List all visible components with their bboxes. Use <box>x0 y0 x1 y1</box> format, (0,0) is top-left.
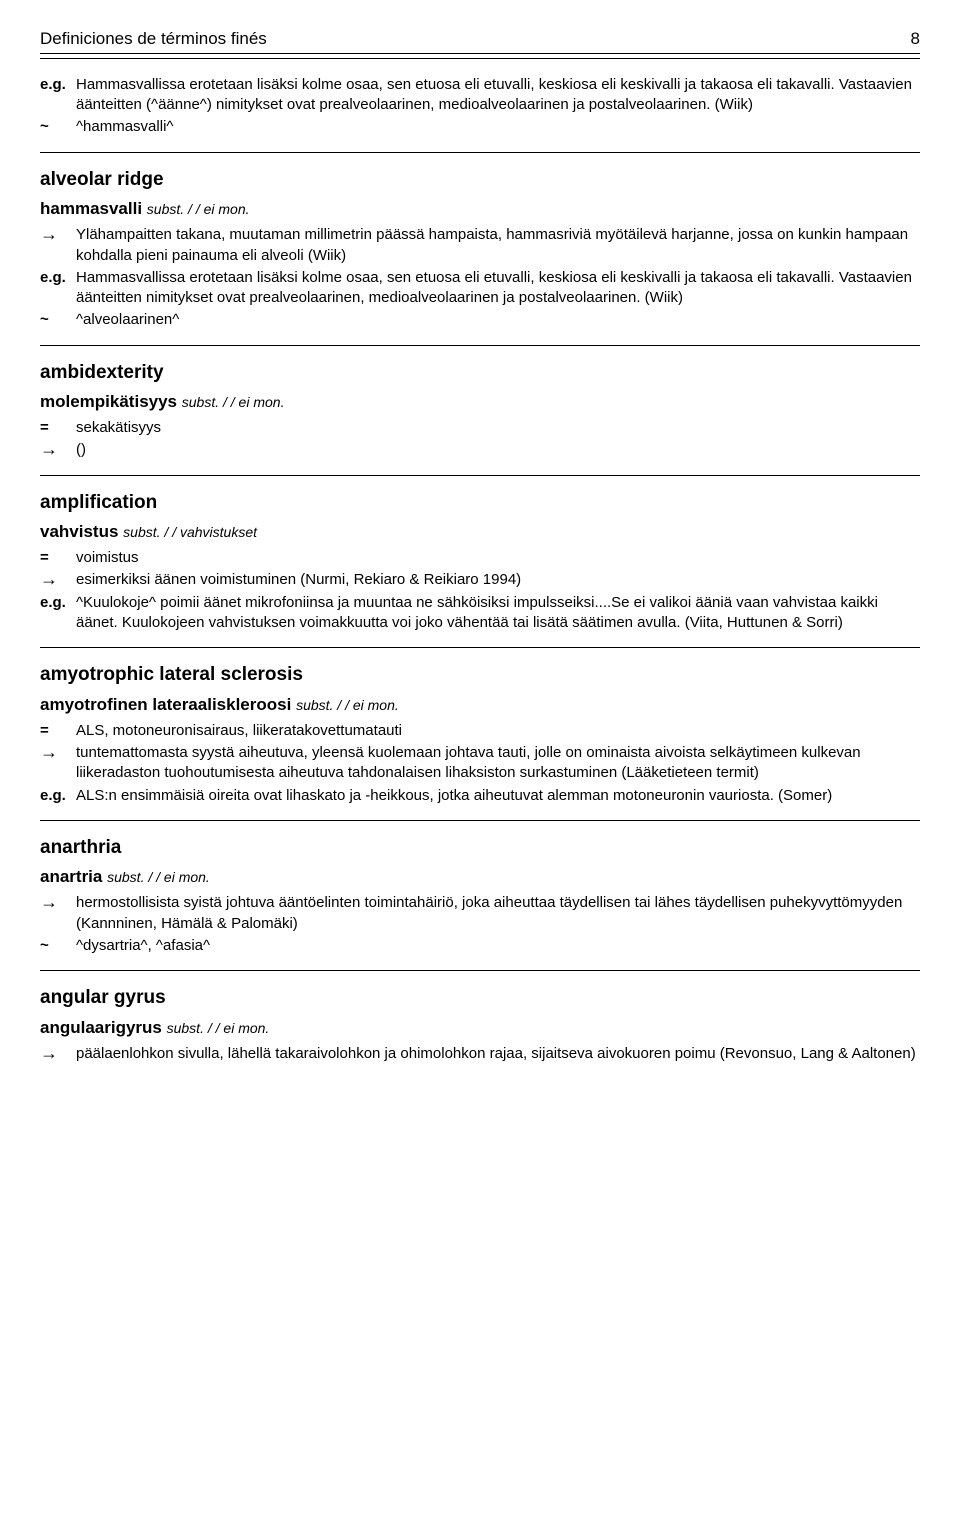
line-text: ^alveolaarinen^ <box>76 310 920 330</box>
line-text: ^dysartria^, ^afasia^ <box>76 936 920 956</box>
definition-arrow-icon: → <box>40 225 76 245</box>
synonym-marker: = <box>40 548 76 568</box>
definition-arrow-icon: → <box>40 1044 76 1064</box>
entry-separator <box>40 647 920 648</box>
entry-separator <box>40 820 920 821</box>
page-header: Definiciones de términos finés 8 <box>40 28 920 54</box>
line-text: Hammasvallissa erotetaan lisäksi kolme o… <box>76 75 920 116</box>
related-marker: ~ <box>40 310 76 330</box>
line-text: esimerkiksi äänen voimistuminen (Nurmi, … <box>76 570 920 590</box>
grammar-info: subst. / / ei mon. <box>167 1020 270 1036</box>
subheadword: anartria subst. / / ei mon. <box>40 866 920 889</box>
line-text: () <box>76 440 920 460</box>
entries-container: e.g.Hammasvallissa erotetaan lisäksi kol… <box>40 75 920 1064</box>
related-marker: ~ <box>40 936 76 956</box>
dictionary-entry: amplification vahvistus subst. / / vahvis… <box>40 490 920 634</box>
entry-separator <box>40 970 920 971</box>
example-marker: e.g. <box>40 75 76 95</box>
subheadword: molempikätisyys subst. / / ei mon. <box>40 391 920 414</box>
subheadword-text: molempikätisyys <box>40 392 177 411</box>
entry-line: →päälaenlohkon sivulla, lähellä takaraiv… <box>40 1044 920 1064</box>
dictionary-entry: ambidexterity molempikätisyys subst. / / … <box>40 360 920 461</box>
page-number: 8 <box>911 28 920 51</box>
entry-line: e.g.^Kuulokoje^ poimii äänet mikrofoniin… <box>40 593 920 634</box>
synonym-marker: = <box>40 721 76 741</box>
dictionary-entry: anarthria anartria subst. / / ei mon. →her… <box>40 835 920 956</box>
line-text: voimistus <box>76 548 920 568</box>
page-title: Definiciones de términos finés <box>40 28 267 51</box>
dictionary-entry: amyotrophic lateral sclerosis amyotrofine… <box>40 662 920 806</box>
line-text: Hammasvallissa erotetaan lisäksi kolme o… <box>76 268 920 309</box>
line-text: päälaenlohkon sivulla, lähellä takaraivo… <box>76 1044 920 1064</box>
subheadword: hammasvalli subst. / / ei mon. <box>40 198 920 221</box>
line-text: ALS:n ensimmäisiä oireita ovat lihaskato… <box>76 786 920 806</box>
definition-arrow-icon: → <box>40 440 76 460</box>
line-text: ^hammasvalli^ <box>76 117 920 137</box>
entry-separator <box>40 152 920 153</box>
headword: amplification <box>40 490 920 516</box>
dictionary-entry: e.g.Hammasvallissa erotetaan lisäksi kol… <box>40 75 920 138</box>
grammar-info: subst. / / ei mon. <box>296 697 399 713</box>
line-text: tuntemattomasta syystä aiheutuva, yleens… <box>76 743 920 784</box>
grammar-info: subst. / / ei mon. <box>147 201 250 217</box>
headword: angular gyrus <box>40 985 920 1011</box>
line-text: hermostollisista syistä johtuva ääntöeli… <box>76 893 920 934</box>
definition-arrow-icon: → <box>40 743 76 763</box>
line-text: ALS, motoneuronisairaus, liikeratakovett… <box>76 721 920 741</box>
subheadword-text: hammasvalli <box>40 199 142 218</box>
entry-line: e.g.Hammasvallissa erotetaan lisäksi kol… <box>40 75 920 116</box>
header-rule <box>40 58 920 59</box>
entry-line: e.g.ALS:n ensimmäisiä oireita ovat lihas… <box>40 786 920 806</box>
subheadword: vahvistus subst. / / vahvistukset <box>40 521 920 544</box>
entry-line: e.g.Hammasvallissa erotetaan lisäksi kol… <box>40 268 920 309</box>
subheadword: angulaarigyrus subst. / / ei mon. <box>40 1017 920 1040</box>
entry-line: →() <box>40 440 920 460</box>
example-marker: e.g. <box>40 593 76 613</box>
grammar-info: subst. / / ei mon. <box>182 394 285 410</box>
grammar-info: subst. / / ei mon. <box>107 869 210 885</box>
dictionary-entry: angular gyrus angulaarigyrus subst. / / e… <box>40 985 920 1064</box>
entry-separator <box>40 345 920 346</box>
related-marker: ~ <box>40 117 76 137</box>
entry-line: ~^alveolaarinen^ <box>40 310 920 330</box>
entry-line: =voimistus <box>40 548 920 568</box>
entry-line: =ALS, motoneuronisairaus, liikeratakovet… <box>40 721 920 741</box>
headword: ambidexterity <box>40 360 920 386</box>
line-text: ^Kuulokoje^ poimii äänet mikrofoniinsa j… <box>76 593 920 634</box>
headword: amyotrophic lateral sclerosis <box>40 662 920 688</box>
entry-line: =sekakätisyys <box>40 418 920 438</box>
subheadword: amyotrofinen lateraaliskleroosi subst. /… <box>40 694 920 717</box>
definition-arrow-icon: → <box>40 570 76 590</box>
headword: alveolar ridge <box>40 167 920 193</box>
entry-line: →tuntemattomasta syystä aiheutuva, yleen… <box>40 743 920 784</box>
synonym-marker: = <box>40 418 76 438</box>
subheadword-text: anartria <box>40 867 102 886</box>
subheadword-text: amyotrofinen lateraaliskleroosi <box>40 695 291 714</box>
entry-line: →Ylähampaitten takana, muutaman millimet… <box>40 225 920 266</box>
entry-line: ~^hammasvalli^ <box>40 117 920 137</box>
entry-line: →hermostollisista syistä johtuva ääntöel… <box>40 893 920 934</box>
entry-line: →esimerkiksi äänen voimistuminen (Nurmi,… <box>40 570 920 590</box>
example-marker: e.g. <box>40 786 76 806</box>
definition-arrow-icon: → <box>40 893 76 913</box>
headword: anarthria <box>40 835 920 861</box>
line-text: sekakätisyys <box>76 418 920 438</box>
line-text: Ylähampaitten takana, muutaman millimetr… <box>76 225 920 266</box>
dictionary-entry: alveolar ridge hammasvalli subst. / / ei … <box>40 167 920 331</box>
grammar-info: subst. / / vahvistukset <box>123 524 257 540</box>
entry-separator <box>40 475 920 476</box>
entry-line: ~^dysartria^, ^afasia^ <box>40 936 920 956</box>
subheadword-text: angulaarigyrus <box>40 1018 162 1037</box>
subheadword-text: vahvistus <box>40 522 118 541</box>
example-marker: e.g. <box>40 268 76 288</box>
